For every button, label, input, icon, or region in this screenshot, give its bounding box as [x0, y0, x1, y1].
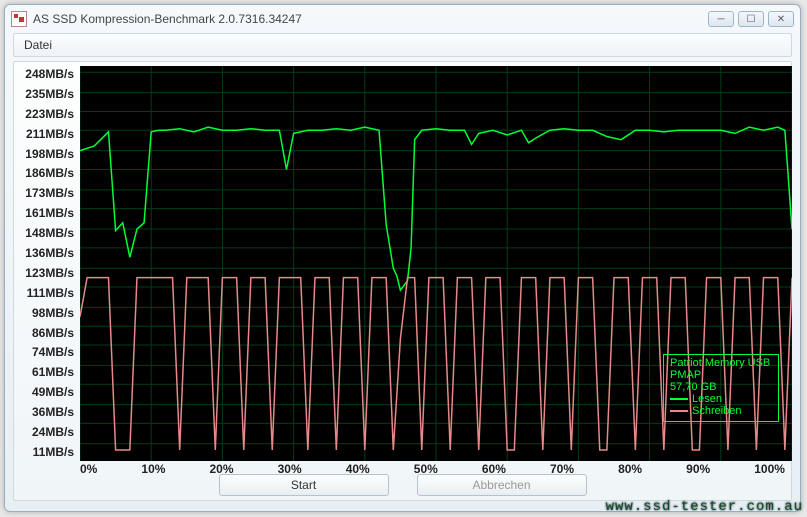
- start-button[interactable]: Start: [219, 474, 389, 496]
- minimize-button[interactable]: ─: [708, 11, 734, 27]
- menubar: Datei: [13, 33, 792, 57]
- menu-file[interactable]: Datei: [24, 38, 52, 52]
- app-icon: [11, 11, 27, 27]
- content-panel: 248MB/s235MB/s223MB/s211MB/s198MB/s186MB…: [13, 61, 792, 501]
- watermark: www.ssd-tester.com.au: [606, 499, 803, 515]
- legend-write-swatch: [670, 410, 688, 412]
- legend-read-label: Lesen: [692, 393, 722, 405]
- legend-read-row: Lesen: [670, 393, 772, 405]
- window-controls: ─ ☐ ✕: [708, 11, 794, 27]
- legend-device: Patriot Memory USB: [670, 357, 772, 369]
- chart-legend: Patriot Memory USB PMAP 57,70 GB Lesen S…: [663, 354, 779, 422]
- close-button[interactable]: ✕: [768, 11, 794, 27]
- legend-read-swatch: [670, 398, 688, 400]
- legend-write-row: Schreiben: [670, 405, 772, 417]
- window-title: AS SSD Kompression-Benchmark 2.0.7316.34…: [33, 12, 708, 26]
- legend-model: PMAP: [670, 369, 772, 381]
- app-window: AS SSD Kompression-Benchmark 2.0.7316.34…: [4, 4, 801, 512]
- titlebar[interactable]: AS SSD Kompression-Benchmark 2.0.7316.34…: [5, 5, 800, 33]
- y-axis-labels: 248MB/s235MB/s223MB/s211MB/s198MB/s186MB…: [18, 68, 78, 458]
- abort-button[interactable]: Abbrechen: [417, 474, 587, 496]
- maximize-button[interactable]: ☐: [738, 11, 764, 27]
- button-row: Start Abbrechen: [14, 474, 791, 496]
- chart-area: 248MB/s235MB/s223MB/s211MB/s198MB/s186MB…: [18, 66, 787, 466]
- legend-write-label: Schreiben: [692, 405, 742, 417]
- legend-capacity: 57,70 GB: [670, 381, 772, 393]
